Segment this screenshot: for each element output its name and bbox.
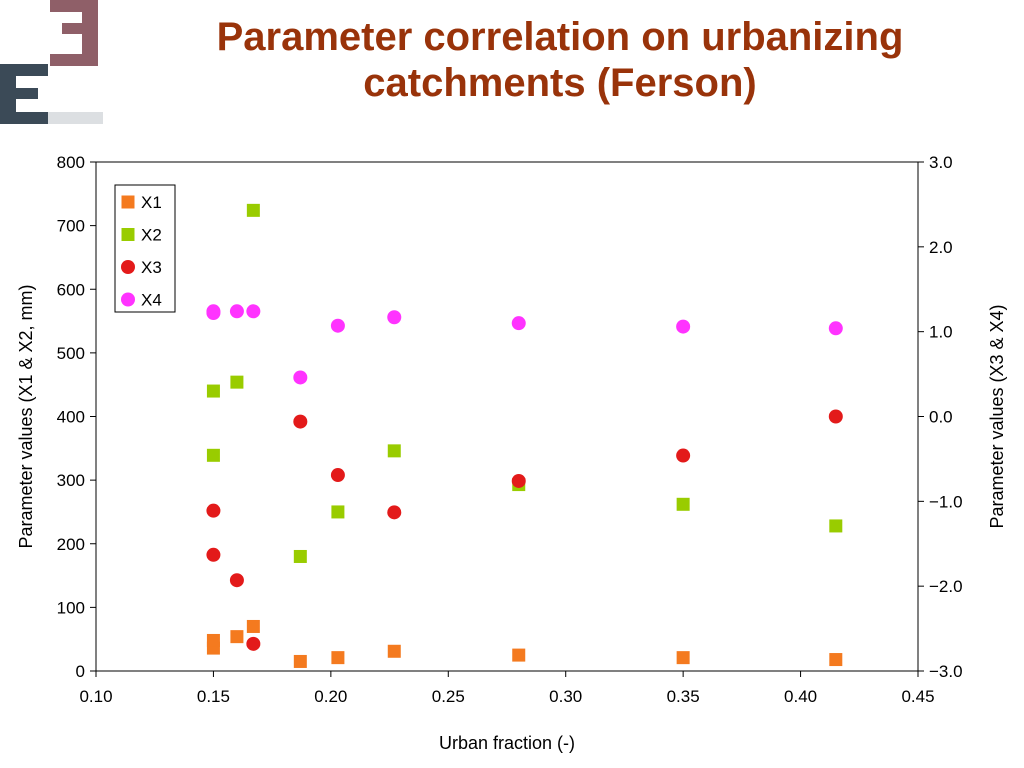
data-point-x4 — [330, 318, 345, 333]
legend-marker-x2 — [121, 228, 135, 241]
logo-lower-e-middle — [0, 88, 38, 99]
logo-upper-e-middle — [62, 23, 98, 34]
y2-tick-label: 2.0 — [929, 238, 953, 257]
y2-tick-label: 1.0 — [929, 323, 953, 342]
legend-label-x1: X1 — [141, 193, 162, 212]
data-point-x3 — [330, 468, 345, 483]
data-point-x4 — [387, 310, 402, 325]
y-axis-label: Parameter values (X1 & X2, mm) — [16, 284, 36, 548]
y2-tick-label: 3.0 — [929, 153, 953, 172]
data-point-x2 — [206, 448, 220, 462]
x-tick-label: 0.15 — [197, 687, 230, 706]
chart-marks — [206, 203, 843, 668]
chart-axes: 0.10 0.15 0.20 0.25 0.30 0.35 0.40 0.45 0 100 200 3… — [57, 153, 963, 706]
data-point-x4 — [229, 304, 244, 319]
y2-tick-label: −2.0 — [929, 577, 963, 596]
data-point-x2 — [331, 505, 345, 519]
plot-frame — [95, 161, 919, 672]
series-x4 — [206, 304, 843, 385]
data-point-x2 — [387, 444, 401, 458]
logo-lower-e-bottom — [0, 112, 48, 124]
data-point-x2 — [230, 375, 244, 389]
data-point-x3 — [293, 414, 308, 429]
y2-axis-label: Parameter values (X3 & X4) — [987, 304, 1007, 528]
data-point-x2 — [829, 519, 843, 533]
data-point-x3 — [387, 505, 402, 520]
legend-label-x4: X4 — [141, 291, 162, 310]
y-tick-label: 100 — [57, 598, 85, 617]
legend-marker-x1 — [121, 195, 135, 209]
logo-lower-e-fade — [48, 112, 103, 124]
data-point-x3 — [206, 547, 221, 562]
data-point-x1 — [331, 651, 345, 665]
y-tick-label: 400 — [57, 408, 85, 427]
data-point-x3 — [828, 409, 843, 424]
y-tick-label: 800 — [57, 153, 85, 172]
series-x1 — [206, 619, 843, 668]
x-axis-label: Urban fraction (-) — [439, 733, 575, 753]
y-tick-label: 500 — [57, 344, 85, 363]
data-point-x4 — [206, 304, 221, 319]
data-point-x4 — [293, 370, 308, 385]
data-point-x1 — [387, 644, 401, 658]
x-tick-label: 0.45 — [901, 687, 934, 706]
legend-label-x3: X3 — [141, 258, 162, 277]
data-point-x4 — [246, 304, 261, 319]
data-point-x1 — [230, 630, 244, 644]
data-point-x1 — [512, 648, 526, 662]
data-point-x4 — [511, 316, 526, 331]
data-point-x3 — [206, 503, 221, 518]
x-tick-label: 0.20 — [314, 687, 347, 706]
data-point-x1 — [829, 653, 843, 667]
x-tick-label: 0.40 — [784, 687, 817, 706]
data-point-x2 — [206, 384, 220, 398]
logo-upper-e-spine — [82, 0, 98, 66]
data-point-x2 — [246, 203, 260, 217]
slide-title: Parameter correlation on urbanizing catc… — [216, 15, 904, 105]
y-tick-label: 700 — [57, 217, 85, 236]
x-tick-label: 0.35 — [667, 687, 700, 706]
data-point-x1 — [676, 651, 690, 665]
logo-upper-e-bottom — [50, 54, 98, 66]
x-tick-label: 0.25 — [432, 687, 465, 706]
data-point-x3 — [676, 448, 691, 463]
y2-tick-label: −3.0 — [929, 662, 963, 681]
data-point-x1 — [293, 654, 307, 668]
data-point-x1 — [246, 619, 260, 633]
legend-label-x2: X2 — [141, 226, 162, 245]
data-point-x4 — [828, 321, 843, 336]
data-point-x2 — [293, 549, 307, 563]
y-tick-label: 300 — [57, 471, 85, 490]
y-tick-label: 0 — [76, 662, 85, 681]
chart-legend: X1 X2 X3 X4 — [114, 184, 176, 313]
data-point-x3 — [229, 573, 244, 588]
legend-marker-x4 — [121, 292, 135, 307]
series-x3 — [206, 409, 843, 651]
ee-logo — [0, 0, 103, 124]
x-tick-label: 0.10 — [79, 687, 112, 706]
data-point-x2 — [676, 497, 690, 511]
data-point-x1 — [206, 633, 220, 647]
y-tick-label: 600 — [57, 280, 85, 299]
data-point-x3 — [246, 636, 261, 651]
x-tick-label: 0.30 — [549, 687, 582, 706]
y-tick-label: 200 — [57, 535, 85, 554]
y2-tick-label: 0.0 — [929, 408, 953, 427]
data-point-x3 — [511, 473, 526, 488]
legend-marker-x3 — [121, 260, 135, 274]
y2-tick-label: −1.0 — [929, 492, 963, 511]
scatter-chart: 0.10 0.15 0.20 0.25 0.30 0.35 0.40 0.45 0 100 200 3… — [16, 153, 1007, 753]
data-point-x4 — [676, 319, 691, 334]
